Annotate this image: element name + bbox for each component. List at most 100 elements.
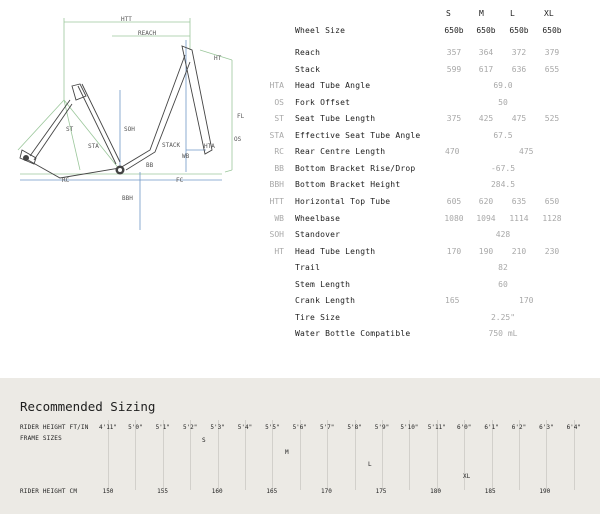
geometry-row: OS Fork Offset 50 <box>0 98 600 114</box>
geometry-row: WB Wheelbase 1080 1094 1114 1128 <box>0 214 600 230</box>
row-abbreviation: BB <box>274 163 284 173</box>
row-name: Wheel Size <box>295 26 346 35</box>
value-l: 650b <box>509 26 529 35</box>
value-all-sizes: 428 <box>495 230 511 240</box>
ftin-tick: 5'3" <box>210 424 225 431</box>
value-all-sizes: 284.5 <box>490 180 516 190</box>
geometry-row: Water Bottle Compatible 750 mL <box>0 329 600 345</box>
geometry-row: Tire Size 2.25" <box>0 313 600 329</box>
row-name: Reach <box>295 48 321 57</box>
cm-tick: 160 <box>211 488 223 495</box>
row-name: Rear Centre Length <box>295 147 386 157</box>
ftin-tick: 5'2" <box>182 424 198 431</box>
geometry-diagram: HTT REACH HT FL ST SOH STA STACK HTA OS … <box>17 16 245 230</box>
label-rc: RC <box>62 177 70 184</box>
cm-tick: 170 <box>320 488 332 495</box>
geometry-row: RC Rear Centre Length 470 475 <box>0 147 600 163</box>
cm-tick: 150 <box>102 488 114 495</box>
size-header-m: M <box>479 9 484 18</box>
ftin-tick: 6'4" <box>566 424 582 431</box>
label-wb: WB <box>182 153 190 160</box>
geometry-row: Stem Length 60 <box>0 280 600 296</box>
row-name: Tire Size <box>295 312 341 322</box>
label-soh: SOH <box>124 126 135 133</box>
value-all-sizes: 50 <box>498 97 508 107</box>
label-hta: HTA <box>204 143 215 150</box>
value-all-sizes: 67.5 <box>493 130 513 140</box>
value-xl: 1128 <box>542 213 562 223</box>
value-s: 357 <box>446 48 462 57</box>
sizing-gridline <box>354 420 356 490</box>
label-fl: FL <box>237 113 245 120</box>
value-xl: 655 <box>544 64 560 74</box>
sizing-gridline <box>464 420 466 490</box>
value-m: 650b <box>476 26 496 35</box>
value-all-sizes: 60 <box>498 279 508 289</box>
row-name: Standover <box>295 230 341 240</box>
sizing-gridline <box>245 420 246 490</box>
ftin-tick: 5'5" <box>265 424 280 431</box>
sizing-gridline <box>573 420 575 490</box>
sizing-gridline <box>190 420 192 490</box>
value-m: 1094 <box>476 213 496 223</box>
value-m: 617 <box>478 64 494 74</box>
recommended-sizing-panel: Recommended Sizing RIDER HEIGHT FT/IN FR… <box>0 378 600 514</box>
label-os: OS <box>234 136 242 143</box>
value-l: 475 <box>511 114 527 124</box>
value-all-sizes: 2.25" <box>490 312 516 322</box>
value-s: 650b <box>444 26 464 35</box>
value-all-sizes: -67.5 <box>490 163 516 173</box>
label-sta: STA <box>88 143 99 150</box>
cm-tick: 175 <box>375 488 387 495</box>
label-bb: BB <box>146 162 154 169</box>
geometry-row-wheel-size: Wheel Size 650b 650b 650b 650b <box>0 26 600 42</box>
ftin-tick: 5'8" <box>347 424 362 431</box>
row-abbreviation: BBH <box>269 180 284 190</box>
row-name: Head Tube Length <box>295 246 376 256</box>
row-name: Bottom Bracket Height <box>295 180 401 190</box>
value-xl: 230 <box>544 246 560 256</box>
geometry-row: HT Head Tube Length 170 190 210 230 <box>0 247 600 263</box>
value-l: 1114 <box>509 213 529 223</box>
ftin-tick: 6'1" <box>484 424 499 431</box>
sizing-gridline <box>409 420 411 490</box>
size-header-l: L <box>510 9 515 18</box>
row-abbreviation: RC <box>274 147 284 157</box>
row-abbreviation: SOH <box>269 230 284 240</box>
ftin-tick: 5'7" <box>319 424 335 431</box>
label-ht: HT <box>214 55 222 62</box>
ftin-tick: 5'6" <box>292 424 308 431</box>
value-s: 1080 <box>444 213 464 223</box>
value-group: 470 <box>445 147 460 157</box>
ftin-tick: 5'0" <box>128 424 143 431</box>
sizing-gridline <box>162 420 164 490</box>
sizing-gridline <box>108 420 109 490</box>
value-all-sizes: 69.0 <box>493 81 513 91</box>
sizing-gridline <box>272 420 274 490</box>
cm-tick: 155 <box>157 488 169 495</box>
geometry-row: HTA Head Tube Angle 69.0 <box>0 81 600 97</box>
rider-height-ftin-label: RIDER HEIGHT FT/IN <box>20 424 89 431</box>
ftin-tick: 6'0" <box>456 424 472 431</box>
frame-marker-l: L <box>368 461 372 468</box>
sizing-title: Recommended Sizing <box>20 399 156 414</box>
label-reach: REACH <box>138 30 156 37</box>
label-stack: STACK <box>162 142 180 149</box>
sizing-gridline <box>519 420 520 490</box>
value-l: 636 <box>511 64 527 74</box>
ftin-tick: 5'10" <box>400 424 419 431</box>
row-abbreviation: WB <box>274 213 284 223</box>
geometry-row: Stack 599 617 636 655 <box>0 65 600 81</box>
cm-tick: 185 <box>484 488 496 495</box>
geometry-row: SOH Standover 428 <box>0 230 600 246</box>
row-abbreviation: HT <box>274 246 284 256</box>
sizing-gridline <box>135 420 137 490</box>
row-name: Trail <box>295 263 321 273</box>
rider-height-cm-label: RIDER HEIGHT CM <box>20 488 78 495</box>
value-s: 605 <box>446 196 462 206</box>
value-group: 170 <box>519 296 534 306</box>
row-name: Wheelbase <box>295 213 341 223</box>
frame-marker-xl: XL <box>463 473 471 480</box>
size-header-s: S <box>446 9 451 18</box>
label-bbh: BBH <box>122 195 133 202</box>
